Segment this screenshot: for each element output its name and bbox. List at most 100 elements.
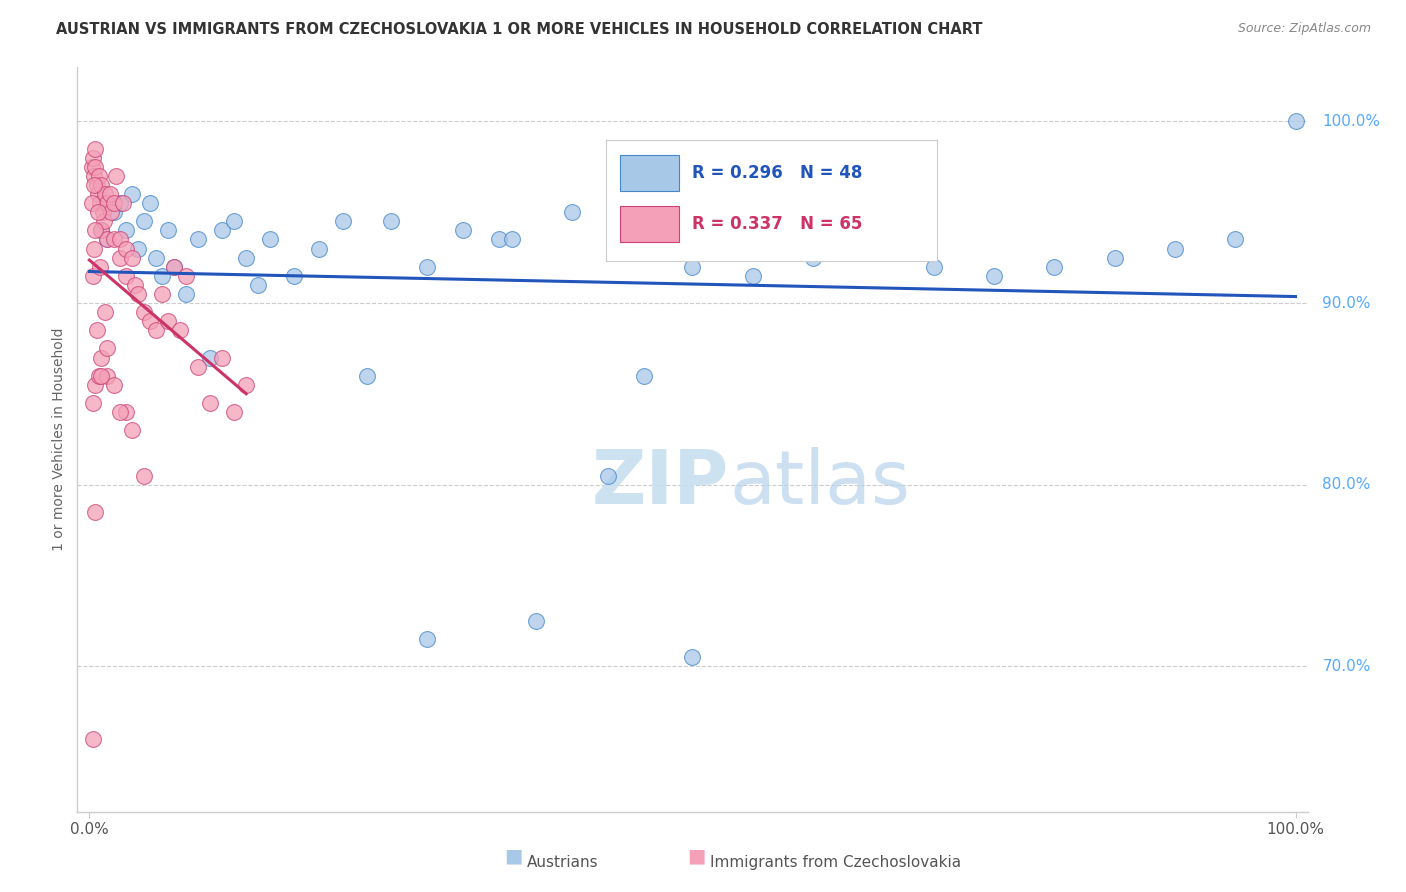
- Point: [108, 251, 131, 265]
- Point: [100, 205, 122, 219]
- Text: Immigrants from Czechoslovakia: Immigrants from Czechoslovakia: [710, 855, 962, 870]
- Point: [524, 614, 547, 628]
- Point: [169, 323, 191, 337]
- Point: [84, 142, 107, 156]
- Point: [82, 151, 104, 165]
- Point: [98, 187, 121, 202]
- Text: Austrians: Austrians: [527, 855, 599, 870]
- Point: [86, 178, 108, 192]
- Point: [224, 214, 246, 228]
- Point: [145, 251, 167, 265]
- Point: [86, 323, 108, 337]
- Point: [127, 287, 149, 301]
- Text: AUSTRIAN VS IMMIGRANTS FROM CZECHOSLOVAKIA 1 OR MORE VEHICLES IN HOUSEHOLD CORRE: AUSTRIAN VS IMMIGRANTS FROM CZECHOSLOVAK…: [56, 22, 983, 37]
- Bar: [620, 154, 679, 191]
- Point: [332, 214, 354, 228]
- Point: [138, 196, 160, 211]
- Point: [90, 178, 112, 192]
- Point: [103, 196, 125, 211]
- Point: [380, 214, 402, 228]
- Point: [96, 368, 118, 383]
- Point: [1104, 251, 1126, 265]
- Point: [187, 232, 209, 246]
- Point: [633, 368, 655, 383]
- Point: [211, 223, 233, 237]
- Point: [83, 242, 105, 256]
- Point: [96, 232, 118, 246]
- Point: [862, 242, 884, 256]
- Point: [156, 223, 179, 237]
- Point: [90, 351, 112, 365]
- Point: [108, 232, 131, 246]
- Point: [235, 377, 257, 392]
- Text: 70.0%: 70.0%: [1323, 659, 1371, 673]
- Point: [124, 277, 146, 292]
- Point: [132, 468, 155, 483]
- Point: [114, 405, 136, 419]
- Text: Source: ZipAtlas.com: Source: ZipAtlas.com: [1237, 22, 1371, 36]
- Point: [150, 287, 173, 301]
- Point: [80, 160, 103, 174]
- Point: [93, 214, 115, 228]
- Point: [741, 268, 763, 283]
- Point: [150, 268, 173, 283]
- Point: [235, 251, 257, 265]
- Point: [121, 187, 143, 202]
- Point: [96, 196, 118, 211]
- Text: ZIP: ZIP: [592, 448, 730, 521]
- Point: [198, 396, 221, 410]
- Point: [121, 251, 143, 265]
- Point: [1043, 260, 1066, 274]
- Point: [84, 223, 107, 237]
- Point: [103, 205, 125, 219]
- Point: [308, 242, 330, 256]
- Text: ■: ■: [686, 847, 706, 865]
- Point: [83, 178, 105, 192]
- Point: [1225, 232, 1247, 246]
- Point: [87, 169, 110, 183]
- Point: [453, 223, 475, 237]
- Point: [356, 368, 378, 383]
- Point: [89, 196, 111, 211]
- Point: [112, 196, 135, 211]
- Point: [121, 423, 143, 437]
- Point: [283, 268, 305, 283]
- Point: [84, 377, 107, 392]
- Point: [488, 232, 510, 246]
- Point: [108, 405, 131, 419]
- Point: [163, 260, 186, 274]
- Point: [114, 242, 136, 256]
- Point: [84, 505, 107, 519]
- Point: [682, 650, 704, 665]
- Point: [174, 287, 197, 301]
- Point: [174, 268, 197, 283]
- Point: [90, 223, 112, 237]
- Point: [82, 396, 104, 410]
- Point: [922, 260, 945, 274]
- Text: 100.0%: 100.0%: [1323, 114, 1381, 129]
- Point: [211, 351, 233, 365]
- Text: R = 0.337   N = 65: R = 0.337 N = 65: [692, 216, 863, 234]
- Point: [1284, 114, 1306, 128]
- Bar: [620, 206, 679, 243]
- Point: [259, 232, 281, 246]
- Text: 90.0%: 90.0%: [1323, 295, 1371, 310]
- Point: [163, 260, 186, 274]
- Point: [187, 359, 209, 374]
- Point: [682, 260, 704, 274]
- Point: [198, 351, 221, 365]
- Point: [82, 268, 104, 283]
- Point: [132, 214, 155, 228]
- Point: [138, 314, 160, 328]
- Point: [132, 305, 155, 319]
- Point: [82, 732, 104, 747]
- Point: [103, 232, 125, 246]
- Point: [94, 187, 117, 202]
- Point: [91, 205, 114, 219]
- Point: [104, 169, 127, 183]
- Point: [416, 632, 439, 647]
- Point: [103, 377, 125, 392]
- Point: [156, 314, 179, 328]
- Point: [983, 268, 1005, 283]
- Point: [94, 305, 117, 319]
